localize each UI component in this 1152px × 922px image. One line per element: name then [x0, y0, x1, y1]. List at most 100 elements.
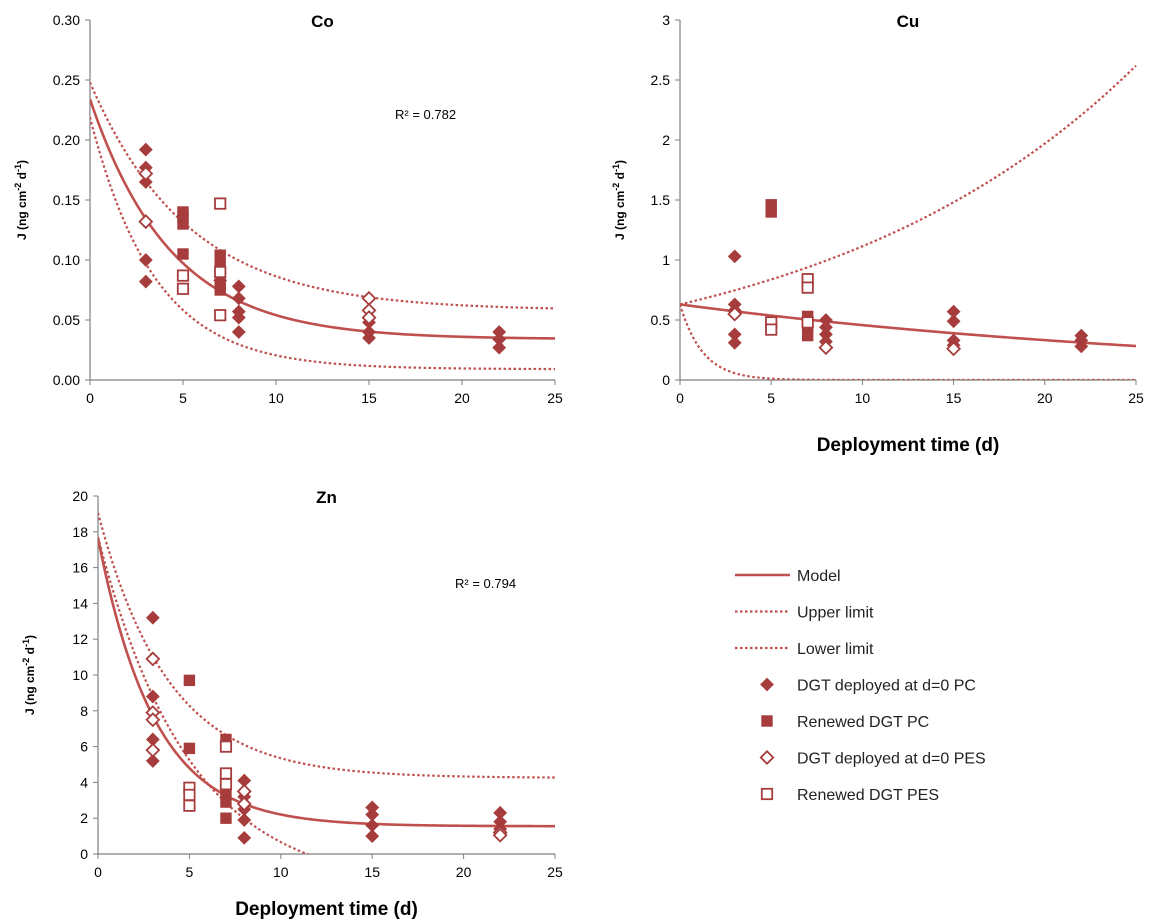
data-point [801, 316, 814, 329]
x-tick-label: 0 [676, 390, 684, 406]
y-tick-label: 2 [80, 810, 88, 826]
y-tick-label: 20 [72, 488, 88, 504]
legend-item: Model [735, 568, 841, 585]
data-point [727, 306, 743, 322]
data-point [727, 335, 742, 350]
y-axis-label: J (ng cm-2 d-1) [611, 160, 627, 240]
data-point [145, 651, 161, 667]
data-point [946, 341, 962, 357]
data-point [214, 197, 227, 210]
data-point [765, 323, 778, 336]
series-diamond-filled [145, 610, 508, 845]
legend-item: Renewed DGT PES [760, 787, 939, 804]
data-point [145, 742, 161, 758]
x-tick-label: 25 [547, 390, 563, 406]
chart-title: Cu [897, 12, 920, 31]
legend-marker-swatch [760, 787, 774, 801]
y-tick-label: 14 [72, 595, 88, 611]
y-tick-label: 1.5 [651, 192, 671, 208]
legend-item: Lower limit [735, 641, 874, 658]
data-point [138, 142, 153, 157]
upper-limit-curve [680, 64, 1137, 306]
data-point [145, 689, 160, 704]
x-tick-label: 15 [946, 390, 962, 406]
data-point [138, 214, 154, 230]
data-point [138, 175, 153, 189]
x-tick-label: 25 [547, 864, 563, 880]
upper-limit-curve [90, 81, 556, 310]
data-point [361, 290, 377, 306]
r-squared-annotation: R² = 0.794 [455, 576, 516, 591]
x-tick-label: 20 [1037, 390, 1053, 406]
x-tick-label: 10 [273, 864, 289, 880]
model-curve [90, 98, 556, 340]
series-diamond-open [727, 306, 962, 357]
upper-limit-curve [98, 512, 556, 779]
legend-marker-swatch [761, 715, 773, 727]
data-point [362, 331, 376, 345]
r-squared-annotation: R² = 0.782 [395, 107, 456, 122]
legend-label: DGT deployed at d=0 PES [797, 751, 986, 768]
series-square-filled [177, 206, 226, 296]
y-axis-label: J (ng cm-2 d-1) [13, 160, 29, 240]
data-point [183, 788, 196, 802]
series-diamond-filled [138, 142, 507, 355]
model-curve [98, 537, 555, 828]
chart-co: 0.00 0.05 0.10 0.15 0.20 0.25 0.30 0 5 10 15 20 25 Co… [13, 12, 563, 406]
legend-item: DGT deployed at d=0 PES [759, 750, 986, 768]
data-point [231, 310, 246, 325]
x-tick-label: 5 [186, 864, 194, 880]
y-tick-label: 0.20 [53, 132, 80, 148]
y-tick-label: 0 [80, 846, 88, 862]
chart-title: Zn [316, 488, 337, 507]
x-tick-label: 15 [364, 864, 380, 880]
y-tick-label: 16 [72, 560, 88, 576]
x-tick-label: 10 [268, 390, 284, 406]
y-tick-label: 8 [80, 703, 88, 719]
data-point [145, 754, 160, 768]
data-point [214, 309, 227, 322]
data-point [727, 249, 742, 264]
data-point [183, 742, 196, 755]
model-curve [680, 303, 1137, 348]
x-axis-label: Deployment time (d) [235, 899, 418, 920]
series-square-open [183, 740, 233, 812]
data-point [177, 218, 189, 230]
data-point [361, 310, 377, 326]
y-tick-label: 2 [662, 132, 670, 148]
data-point [176, 282, 190, 295]
data-point [219, 740, 233, 753]
data-point [138, 166, 154, 182]
x-tick-label: 15 [361, 390, 377, 406]
legend-label: Renewed DGT PES [797, 787, 939, 804]
x-tick-label: 25 [1128, 390, 1144, 406]
data-point [214, 284, 226, 296]
chart-title: Co [311, 12, 334, 31]
y-tick-label: 12 [72, 631, 88, 647]
legend-item: DGT deployed at d=0 PC [760, 677, 976, 695]
y-tick-label: 0.10 [53, 252, 80, 268]
y-tick-label: 0.25 [53, 72, 80, 88]
data-point [231, 279, 246, 294]
legend: Model Upper limit Lower limit DGT deployed … [735, 568, 986, 804]
data-point [219, 778, 233, 791]
data-point [237, 813, 252, 827]
legend-marker-swatch [760, 677, 774, 692]
x-tick-label: 5 [179, 390, 187, 406]
data-point [765, 206, 777, 218]
series-diamond-filled [727, 249, 1089, 354]
series-diamond-open [138, 166, 377, 326]
x-tick-label: 20 [456, 864, 472, 880]
data-point [219, 767, 233, 780]
data-point [177, 248, 189, 260]
x-tick-label: 0 [86, 390, 94, 406]
data-point [220, 812, 232, 824]
chart-zn: 0 2 4 6 8 10 12 14 16 18 20 0 5 10 15 20 25 Zn J (ng cm-2 … [21, 488, 563, 920]
data-point [138, 274, 153, 289]
data-point [492, 827, 508, 843]
y-tick-label: 0.05 [53, 312, 80, 328]
y-tick-label: 0.5 [651, 312, 671, 328]
data-point [145, 610, 160, 625]
x-tick-label: 10 [855, 390, 871, 406]
y-tick-label: 0.00 [53, 372, 80, 388]
